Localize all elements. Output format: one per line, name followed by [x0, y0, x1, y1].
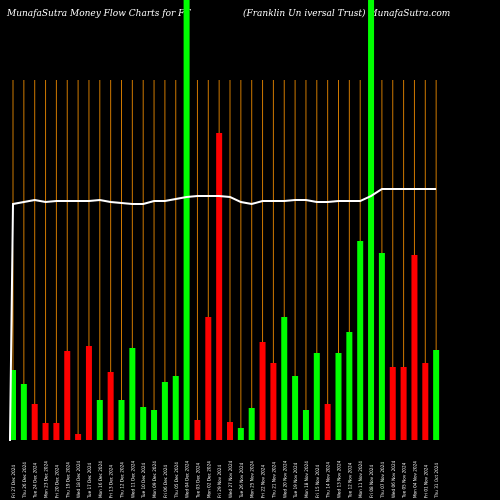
x-tick-label: Fri 06 Dec 2024: [163, 465, 168, 498]
x-tick-label: Fri 08 Nov 2024: [369, 465, 374, 498]
money-flow-bar: [75, 434, 82, 440]
x-tick-label: Mon 25 Nov 2024: [250, 461, 255, 498]
x-tick-label: Thu 21 Nov 2024: [271, 462, 276, 499]
money-flow-bar: [259, 342, 266, 440]
x-tick-label: Tue 05 Nov 2024: [402, 462, 407, 499]
x-tick-label: Mon 11 Nov 2024: [358, 461, 363, 498]
x-tick-label: Tue 17 Dec 2024: [87, 462, 92, 499]
money-flow-bar: [129, 348, 136, 440]
money-flow-bar: [183, 0, 190, 440]
x-tick-label: Fri 29 Nov 2024: [217, 465, 222, 498]
x-tick-label: Wed 13 Nov 2024: [337, 460, 342, 498]
money-flow-bar: [237, 428, 244, 440]
money-flow-bar: [227, 422, 233, 440]
money-flow-bar: [205, 317, 212, 440]
x-tick-label: Wed 11 Dec 2024: [130, 460, 135, 498]
money-flow-bar: [422, 363, 429, 440]
money-flow-bar: [368, 0, 375, 440]
money-flow-bar: [270, 363, 277, 440]
x-tick-label: Thu 26 Dec 2024: [22, 462, 27, 499]
money-flow-bar: [400, 367, 407, 440]
money-flow-bar: [118, 400, 125, 440]
money-flow-bar: [433, 350, 440, 440]
money-flow-bar: [302, 410, 309, 440]
money-flow-bar: [346, 332, 353, 440]
x-tick-label: Wed 27 Nov 2024: [228, 460, 233, 498]
x-tick-label: Thu 05 Dec 2024: [174, 462, 179, 499]
x-tick-label: Fri 27 Dec 2024: [11, 465, 16, 498]
x-tick-label: Thu 31 Oct 2024: [434, 463, 439, 499]
x-tick-label: Mon 16 Dec 2024: [98, 461, 103, 498]
money-flow-bar: [151, 410, 158, 440]
money-flow-bar: [248, 408, 255, 440]
money-flow-bar: [194, 420, 201, 440]
price-line: [9, 188, 437, 441]
x-tick-label: Thu 19 Dec 2024: [65, 462, 70, 499]
x-tick-label: Thu 07 Nov 2024: [380, 462, 385, 499]
chart-title-right: (Franklin Un iversal Trust) MunafaSutra.…: [243, 9, 451, 19]
money-flow-bar: [292, 376, 299, 440]
x-tick-label: Mon 04 Nov 2024: [412, 461, 417, 498]
x-tick-label: Wed 06 Nov 2024: [391, 460, 396, 498]
money-flow-bar: [96, 400, 103, 440]
money-flow-bar: [411, 255, 418, 440]
x-tick-label: Fri 22 Nov 2024: [261, 465, 266, 498]
money-flow-bar: [140, 407, 147, 440]
money-flow-bar: [42, 423, 49, 440]
money-flow-bar: [64, 351, 71, 440]
x-tick-label: Mon 18 Nov 2024: [304, 461, 309, 498]
money-flow-bar: [216, 133, 223, 440]
money-flow-bar: [172, 376, 179, 440]
x-tick-label: Wed 20 Nov 2024: [282, 460, 287, 498]
x-tick-label: Thu 12 Dec 2024: [120, 462, 125, 499]
x-tick-label: Tue 26 Nov 2024: [239, 462, 244, 499]
money-flow-bar: [107, 372, 114, 440]
money-flow-bar: [53, 423, 60, 440]
x-tick-label: Thu 14 Nov 2024: [326, 462, 331, 499]
x-tick-label: Tue 19 Nov 2024: [293, 462, 298, 499]
money-flow-bar: [31, 404, 38, 440]
x-tick-label: Fri 01 Nov 2024: [423, 465, 428, 498]
x-tick-label: Mon 02 Dec 2024: [206, 461, 211, 498]
money-flow-bar: [357, 241, 364, 440]
money-flow-bar: [378, 253, 385, 440]
x-tick-label: Fri 20 Dec 2024: [54, 465, 59, 498]
x-tick-label: Wed 18 Dec 2024: [76, 460, 81, 498]
money-flow-bar: [85, 346, 92, 440]
money-flow-bar: [10, 370, 16, 440]
x-tick-label: Tue 24 Dec 2024: [33, 462, 38, 499]
x-tick-label: Mon 09 Dec 2024: [152, 461, 157, 498]
money-flow-bar: [335, 353, 342, 440]
x-tick-label: Tue 03 Dec 2024: [195, 462, 200, 499]
money-flow-bar: [20, 384, 27, 440]
chart-title-left: MunafaSutra Money Flow Charts for FT: [7, 9, 191, 19]
x-tick-label: Fri 13 Dec 2024: [109, 465, 114, 498]
money-flow-bar: [324, 404, 331, 440]
x-tick-label: Wed 04 Dec 2024: [185, 460, 190, 498]
money-flow-bar: [389, 367, 396, 440]
x-tick-label: Fri 15 Nov 2024: [315, 465, 320, 498]
money-flow-bar: [281, 317, 288, 440]
x-tick-label: Mon 23 Dec 2024: [44, 461, 49, 498]
money-flow-bar: [161, 382, 168, 440]
money-flow-bar: [313, 353, 320, 440]
x-tick-label: Tue 10 Dec 2024: [141, 462, 146, 499]
x-tick-label: Tue 12 Nov 2024: [347, 462, 352, 499]
